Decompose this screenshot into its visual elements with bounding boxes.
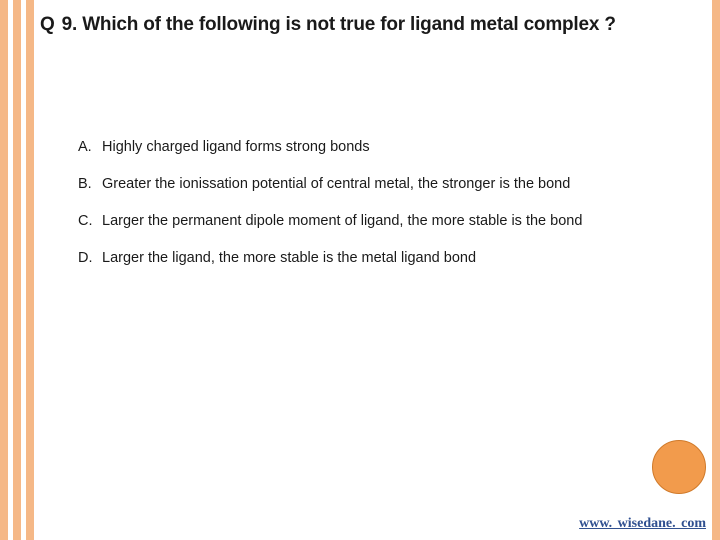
question-text: Which of the following is not true for l…	[82, 14, 616, 35]
slide-content: Q 9. Which of the following is not true …	[40, 0, 706, 540]
question-heading: Q 9. Which of the following is not true …	[40, 12, 692, 39]
option-letter: A.	[78, 129, 102, 166]
left-stripe-3	[26, 0, 34, 540]
option-c: C. Larger the permanent dipole moment of…	[78, 203, 672, 240]
left-stripe-2	[13, 0, 21, 540]
option-text: Highly charged ligand forms strong bonds	[102, 129, 672, 166]
option-text: Larger the ligand, the more stable is th…	[102, 240, 672, 277]
question-label: Q 9.	[40, 14, 77, 35]
footer-link[interactable]: www. wisedane. com	[579, 516, 706, 532]
decorative-circle-icon	[652, 440, 706, 494]
right-stripe	[712, 0, 720, 540]
option-a: A. Highly charged ligand forms strong bo…	[78, 129, 672, 166]
option-letter: C.	[78, 203, 102, 240]
option-letter: D.	[78, 240, 102, 277]
option-text: Greater the ionissation potential of cen…	[102, 166, 672, 203]
left-stripe-1	[0, 0, 8, 540]
option-letter: B.	[78, 166, 102, 203]
option-b: B. Greater the ionissation potential of …	[78, 166, 672, 203]
options-list: A. Highly charged ligand forms strong bo…	[40, 129, 692, 277]
option-d: D. Larger the ligand, the more stable is…	[78, 240, 672, 277]
option-text: Larger the permanent dipole moment of li…	[102, 203, 672, 240]
